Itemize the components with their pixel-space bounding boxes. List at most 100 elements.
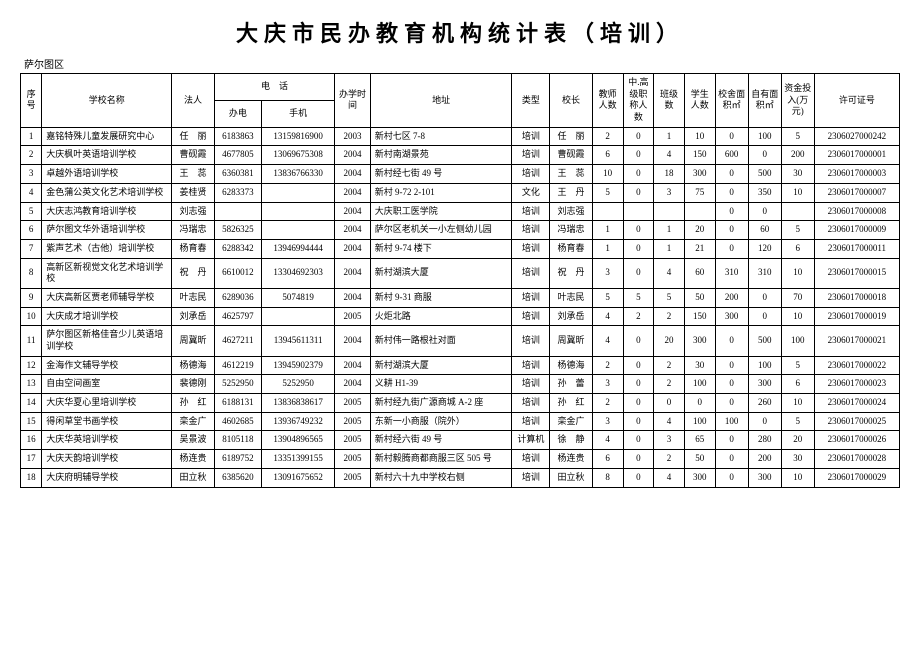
cell-addr: 新村 9-72 2-101 — [370, 183, 512, 202]
cell-mobile: 13304692303 — [262, 258, 335, 288]
cell-mobile: 5252950 — [262, 375, 335, 394]
cell-room: 0 — [715, 239, 748, 258]
cell-classes: 4 — [654, 258, 685, 288]
cell-school: 大庆华英培训学校 — [42, 431, 172, 450]
cell-addr: 新村伟一路根社对面 — [370, 326, 512, 356]
cell-principal: 孙 红 — [550, 394, 593, 413]
cell-office — [214, 202, 261, 221]
cell-fund: 30 — [781, 450, 814, 469]
cell-license: 2306017000007 — [814, 183, 899, 202]
th-addr: 地址 — [370, 74, 512, 128]
cell-school: 自由空间画室 — [42, 375, 172, 394]
cell-seq: 6 — [21, 221, 42, 240]
cell-classes: 1 — [654, 127, 685, 146]
cell-mobile: 13904896565 — [262, 431, 335, 450]
cell-seq: 11 — [21, 326, 42, 356]
cell-year: 2004 — [335, 375, 370, 394]
cell-addr: 新村毅腾商都商服三区 505 号 — [370, 450, 512, 469]
cell-room: 0 — [715, 165, 748, 184]
cell-room: 300 — [715, 307, 748, 326]
cell-type: 培训 — [512, 165, 550, 184]
cell-senior: 0 — [623, 183, 654, 202]
cell-room: 0 — [715, 375, 748, 394]
cell-year: 2004 — [335, 146, 370, 165]
cell-legal: 刘承岳 — [172, 307, 215, 326]
cell-fund: 10 — [781, 183, 814, 202]
cell-school: 嘉铭特殊儿童发展研究中心 — [42, 127, 172, 146]
cell-addr: 新村南湖景苑 — [370, 146, 512, 165]
th-principal: 校长 — [550, 74, 593, 128]
cell-license: 2306017000018 — [814, 288, 899, 307]
cell-type: 培训 — [512, 239, 550, 258]
cell-type: 文化 — [512, 183, 550, 202]
cell-room: 0 — [715, 202, 748, 221]
cell-office: 5826325 — [214, 221, 261, 240]
cell-office: 6289036 — [214, 288, 261, 307]
cell-addr: 新村经六街 49 号 — [370, 431, 512, 450]
cell-mobile: 13945902379 — [262, 356, 335, 375]
cell-mobile: 13836766330 — [262, 165, 335, 184]
cell-own: 0 — [748, 307, 781, 326]
table-row: 8高新区新视觉文化艺术培训学校祝 丹6610012133046923032004… — [21, 258, 900, 288]
cell-room: 0 — [715, 326, 748, 356]
page-title: 大庆市民办教育机构统计表（培训） — [20, 16, 900, 48]
cell-students: 10 — [684, 127, 715, 146]
cell-mobile: 5074819 — [262, 288, 335, 307]
cell-mobile — [262, 183, 335, 202]
cell-type: 培训 — [512, 221, 550, 240]
cell-mobile: 13836838617 — [262, 394, 335, 413]
cell-students: 100 — [684, 412, 715, 431]
cell-classes: 18 — [654, 165, 685, 184]
cell-room: 310 — [715, 258, 748, 288]
cell-seq: 8 — [21, 258, 42, 288]
cell-seq: 7 — [21, 239, 42, 258]
cell-school: 大庆枫叶英语培训学校 — [42, 146, 172, 165]
cell-fund: 100 — [781, 326, 814, 356]
cell-own: 0 — [748, 412, 781, 431]
cell-license: 2306017000008 — [814, 202, 899, 221]
cell-addr: 新村经七街 49 号 — [370, 165, 512, 184]
cell-principal: 徐 静 — [550, 431, 593, 450]
cell-fund: 5 — [781, 356, 814, 375]
cell-classes: 4 — [654, 412, 685, 431]
cell-license: 2306017000011 — [814, 239, 899, 258]
cell-senior: 0 — [623, 258, 654, 288]
cell-senior — [623, 202, 654, 221]
cell-school: 大庆志鸿教育培训学校 — [42, 202, 172, 221]
cell-school: 大庆府明辅导学校 — [42, 468, 172, 487]
cell-room: 0 — [715, 127, 748, 146]
cell-senior: 0 — [623, 239, 654, 258]
cell-addr: 新村 9-74 楼下 — [370, 239, 512, 258]
cell-classes: 2 — [654, 307, 685, 326]
cell-senior: 2 — [623, 307, 654, 326]
cell-principal: 任 丽 — [550, 127, 593, 146]
cell-students: 65 — [684, 431, 715, 450]
cell-type: 培训 — [512, 326, 550, 356]
cell-students: 50 — [684, 288, 715, 307]
cell-fund: 10 — [781, 394, 814, 413]
cell-students: 20 — [684, 221, 715, 240]
cell-office: 4602685 — [214, 412, 261, 431]
cell-fund — [781, 202, 814, 221]
cell-principal: 刘志强 — [550, 202, 593, 221]
cell-seq: 3 — [21, 165, 42, 184]
cell-office: 6360381 — [214, 165, 261, 184]
district-subtitle: 萨尔图区 — [24, 56, 900, 71]
cell-principal: 叶志民 — [550, 288, 593, 307]
th-students: 学生人数 — [684, 74, 715, 128]
cell-own: 100 — [748, 356, 781, 375]
cell-own: 120 — [748, 239, 781, 258]
cell-legal: 曹砚霞 — [172, 146, 215, 165]
cell-seq: 4 — [21, 183, 42, 202]
cell-type: 培训 — [512, 468, 550, 487]
cell-senior: 0 — [623, 165, 654, 184]
cell-year: 2004 — [335, 165, 370, 184]
cell-year: 2004 — [335, 258, 370, 288]
cell-mobile: 13159816900 — [262, 127, 335, 146]
cell-teachers: 2 — [592, 356, 623, 375]
cell-principal: 孙 蕾 — [550, 375, 593, 394]
cell-addr: 新村湖滨大厦 — [370, 258, 512, 288]
cell-school: 卓越外语培训学校 — [42, 165, 172, 184]
cell-license: 2306027000242 — [814, 127, 899, 146]
cell-fund: 10 — [781, 307, 814, 326]
